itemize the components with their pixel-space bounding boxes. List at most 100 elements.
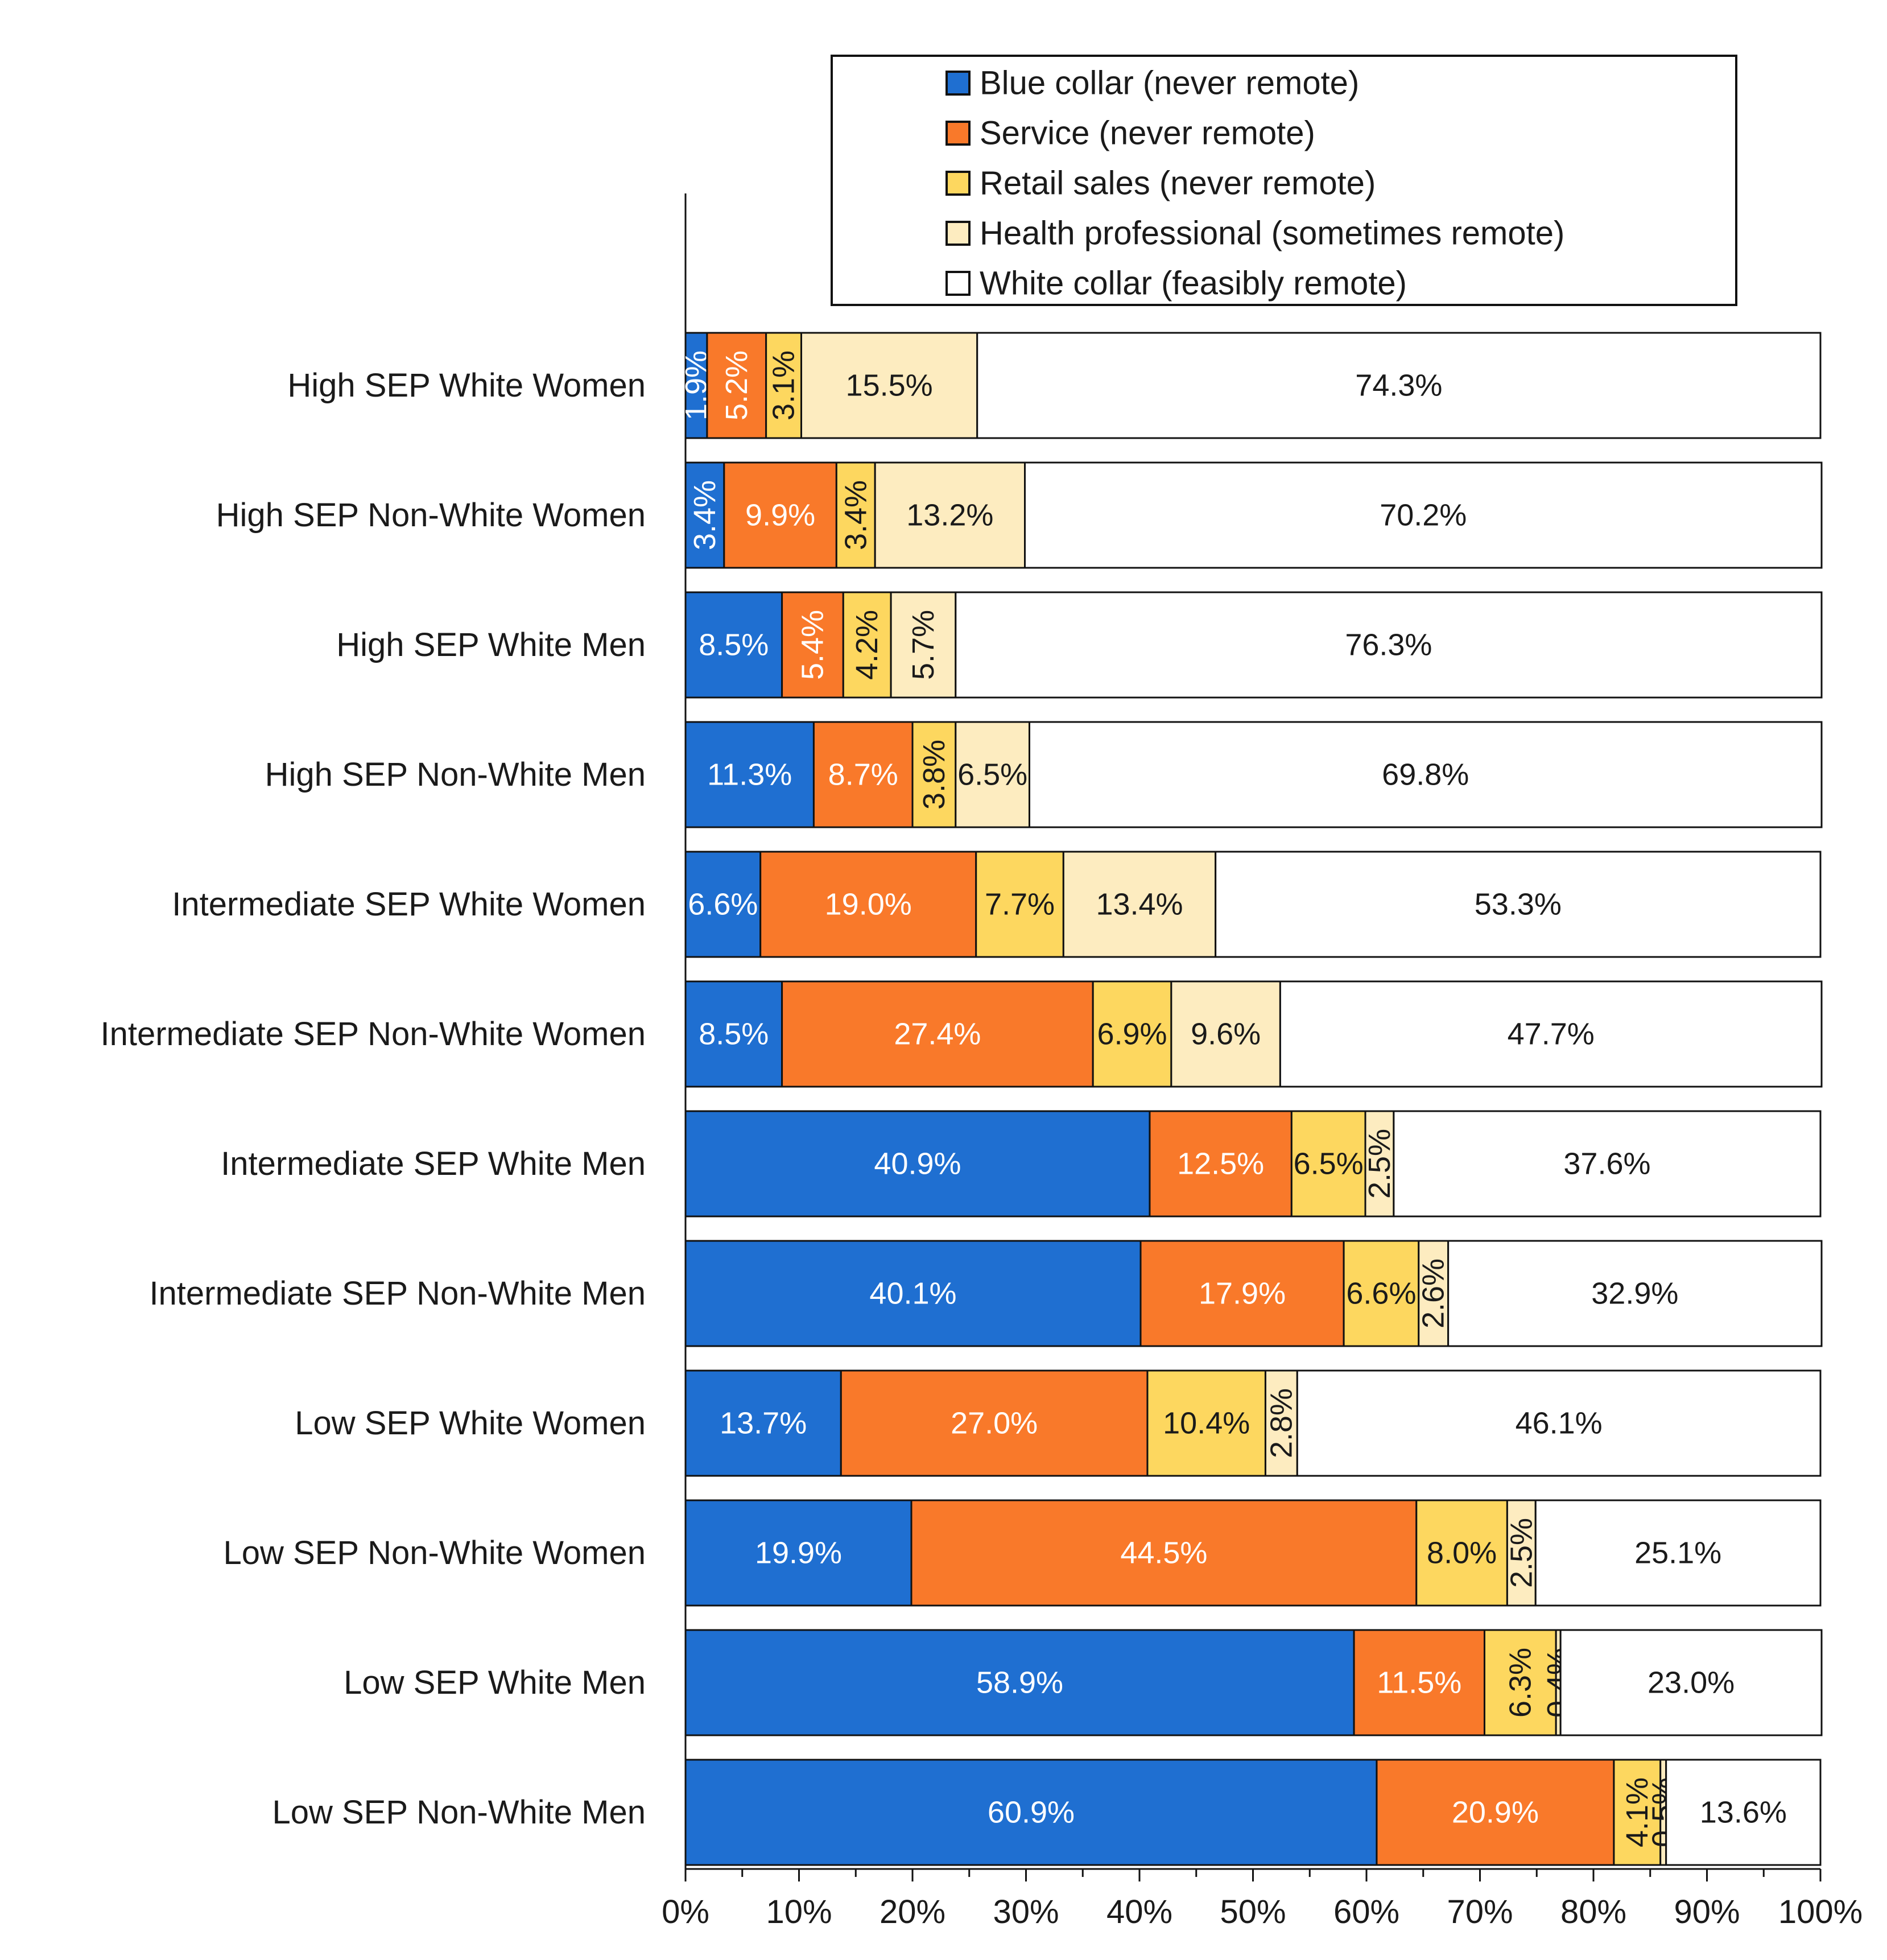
bar-segment: [1149, 1110, 1293, 1218]
bar-segment: [1170, 980, 1281, 1088]
bar-segment: [840, 1369, 1149, 1477]
bar-segment: [1146, 1369, 1266, 1477]
data-label: 6.6%: [1346, 1277, 1416, 1311]
data-label: 6.5%: [1294, 1147, 1364, 1181]
bar-segment: [684, 1759, 1378, 1866]
data-label: 11.3%: [707, 758, 792, 792]
legend: Blue collar (never remote) Service (never…: [831, 55, 1737, 306]
category-labels: High SEP White Women High SEP Non-White W…: [100, 367, 646, 1831]
bar-segment: [1364, 1110, 1395, 1218]
data-label: 53.3%: [1475, 888, 1562, 922]
legend-swatch: [945, 121, 971, 146]
bar-segment: [1062, 851, 1217, 958]
data-label: 6.3%: [1503, 1648, 1537, 1718]
bar-segment: [723, 461, 837, 569]
data-label: 6.5%: [957, 758, 1027, 792]
bar-segment: [1296, 1369, 1822, 1477]
category-label: Intermediate SEP White Men: [221, 1145, 646, 1182]
bar-segment: [1215, 851, 1822, 958]
bar-segment: [842, 591, 892, 699]
bar-segment: [684, 980, 783, 1088]
x-tick-label: 10%: [766, 1893, 832, 1930]
data-label: 8.5%: [699, 628, 769, 662]
data-label: 5.2%: [720, 350, 754, 420]
x-tick-label: 80%: [1560, 1893, 1626, 1930]
data-label: 40.9%: [874, 1147, 961, 1181]
bar-segment: [781, 591, 844, 699]
bar-segment: [1279, 980, 1823, 1088]
data-label: 9.6%: [1191, 1017, 1261, 1051]
x-tick-label: 60%: [1333, 1893, 1399, 1930]
data-label: 13.2%: [906, 498, 993, 533]
bar-segment: [1353, 1629, 1485, 1736]
data-label: 70.2%: [1380, 498, 1467, 533]
data-label: 44.5%: [1120, 1536, 1207, 1570]
data-label: 69.8%: [1382, 758, 1469, 792]
bar-segment: [1506, 1499, 1537, 1607]
category-label: High SEP White Women: [287, 367, 646, 404]
bar-segment: [1613, 1759, 1662, 1866]
category-label: High SEP Non-White Women: [216, 497, 646, 534]
legend-swatch: [945, 71, 971, 96]
bar-segment: [1447, 1240, 1823, 1347]
data-label: 8.7%: [828, 758, 898, 792]
data-label: 9.9%: [745, 498, 815, 533]
data-label: 2.5%: [1504, 1518, 1538, 1588]
data-label: 46.1%: [1516, 1406, 1603, 1441]
data-label: 27.4%: [894, 1017, 981, 1051]
bar-segment: [684, 851, 762, 958]
bar-segment: [1376, 1759, 1615, 1866]
data-label: 17.9%: [1199, 1277, 1286, 1311]
category-label: Intermediate SEP Non-White Men: [149, 1275, 646, 1312]
data-label: 11.5%: [1377, 1666, 1461, 1700]
data-label: 20.9%: [1452, 1796, 1539, 1830]
data-label: 2.5%: [1362, 1129, 1397, 1199]
legend-box: [831, 55, 1737, 306]
data-label: 19.0%: [825, 888, 912, 922]
bar-segment: [684, 1629, 1355, 1736]
category-label: Low SEP White Men: [344, 1664, 646, 1701]
legend-label: Service (never remote): [980, 115, 1315, 152]
data-label: 27.0%: [951, 1406, 1038, 1441]
bar-segment: [955, 591, 1823, 699]
data-label: 5.7%: [906, 610, 940, 680]
legend-swatch: [945, 271, 971, 296]
category-label: Intermediate SEP White Women: [172, 886, 646, 923]
x-tick-label: 100%: [1778, 1893, 1863, 1930]
bar-segment: [765, 332, 802, 439]
data-label: 13.4%: [1096, 888, 1183, 922]
bar-segment: [684, 721, 815, 828]
data-label: 76.3%: [1345, 628, 1432, 662]
legend-swatch: [945, 171, 971, 196]
data-label: 4.1%: [1620, 1777, 1654, 1847]
data-label: 40.1%: [869, 1277, 956, 1311]
data-label: 8.0%: [1427, 1536, 1497, 1570]
bar-segment: [684, 461, 725, 569]
data-label: 6.9%: [1097, 1017, 1167, 1051]
bar-segment: [1139, 1240, 1345, 1347]
bar-segment: [1024, 461, 1823, 569]
data-label: 7.7%: [985, 888, 1055, 922]
x-tick-label: 0%: [662, 1893, 709, 1930]
category-label: High SEP White Men: [336, 626, 646, 663]
data-label: 32.9%: [1591, 1277, 1678, 1311]
bar-segment: [874, 461, 1026, 569]
bar-segment: [976, 332, 1822, 439]
category-label: Low SEP Non-White Women: [223, 1534, 646, 1571]
bar-segment: [684, 1369, 842, 1477]
bar-segment: [684, 591, 783, 699]
bar-segment: [781, 980, 1094, 1088]
data-label: 13.7%: [720, 1406, 807, 1441]
bar-segment: [1028, 721, 1823, 828]
bar-segment: [1393, 1110, 1822, 1218]
bar-segment: [800, 332, 978, 439]
x-tick-label: 70%: [1447, 1893, 1513, 1930]
bar-segment: [1665, 1759, 1822, 1866]
data-label: 19.9%: [755, 1536, 842, 1570]
bars: 1.9% 5.2% 3.1% 15.5% 74.3%3.4% 9.9% 3.4% 13.2% 7…: [679, 332, 1823, 1866]
bar-segment: [910, 1499, 1418, 1607]
category-label: Low SEP White Women: [295, 1405, 646, 1442]
x-tick-label: 30%: [993, 1893, 1059, 1930]
data-label: 12.5%: [1177, 1147, 1264, 1181]
